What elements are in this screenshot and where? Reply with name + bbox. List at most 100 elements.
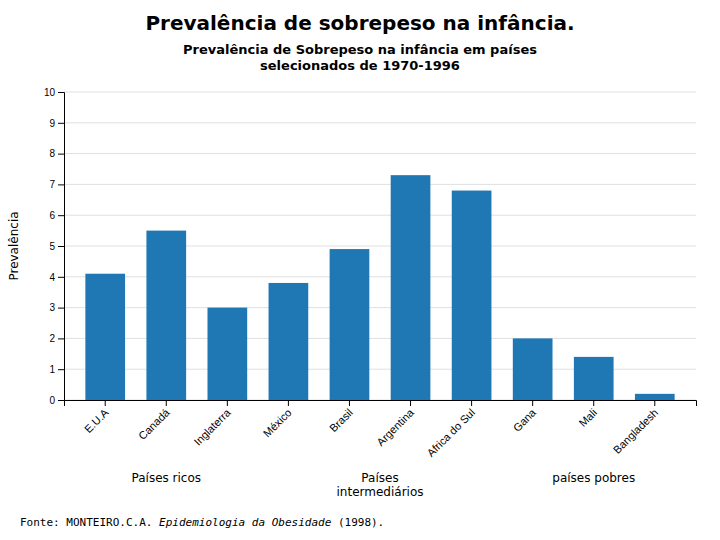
plot: 0 1 2 3 4 5 6 7 8 9 10 E.U.A Canadá Inglaterra México B… xyxy=(44,87,697,459)
tick: Africa do Sul xyxy=(424,400,477,459)
tick: 8 xyxy=(49,148,64,159)
tick: Inglaterra xyxy=(191,400,233,448)
grid-line xyxy=(64,215,696,216)
tick: Bangladesh xyxy=(611,400,661,456)
tick-label: 3 xyxy=(49,302,55,313)
tick-mark xyxy=(58,92,64,93)
tick-label: 0 xyxy=(49,395,55,406)
bar xyxy=(635,394,675,400)
tick: 5 xyxy=(49,241,64,252)
tick-label: Canadá xyxy=(136,406,172,442)
tick-mark xyxy=(410,400,411,406)
tick: México xyxy=(261,400,294,439)
tick-mark xyxy=(227,400,228,406)
group-label-line: intermediários xyxy=(337,485,424,499)
title: Prevalência de sobrepeso na infância. xyxy=(145,11,574,35)
group-label: Paísesintermediários xyxy=(337,471,424,499)
tick-mark xyxy=(532,400,533,406)
axis-domain xyxy=(58,93,65,401)
tick: Argentina xyxy=(374,400,416,448)
bar xyxy=(269,283,309,400)
footnote-part: (1998). xyxy=(331,516,384,529)
tick: 6 xyxy=(49,210,64,221)
y-axis-label: Prevalência xyxy=(7,211,21,280)
tick: Canadá xyxy=(136,400,172,442)
tick: 1 xyxy=(49,364,64,375)
tick-label: 4 xyxy=(49,272,55,283)
grid-line xyxy=(64,92,696,93)
tick-label: 9 xyxy=(49,118,55,129)
tick-mark xyxy=(58,215,64,216)
grid xyxy=(64,92,696,400)
tick: E.U.A xyxy=(82,400,111,435)
chart: Prevalência de sobrepeso na infância. Pre… xyxy=(0,0,720,540)
tick-label: México xyxy=(261,406,294,439)
tick: Mali xyxy=(576,400,599,429)
axis-domain xyxy=(65,401,697,407)
tick-label: Gana xyxy=(511,406,539,434)
bar xyxy=(146,231,186,400)
footnote-part: Fonte: MONTEIRO.C.A. xyxy=(20,516,159,529)
tick-mark xyxy=(654,400,655,406)
tick: 3 xyxy=(49,302,64,313)
tick-mark xyxy=(471,400,472,406)
tick-mark xyxy=(105,400,106,406)
tick-label: Argentina xyxy=(374,406,416,448)
tick-label: Africa do Sul xyxy=(424,406,477,459)
footnote-part: Epidemiologia da Obesidade xyxy=(159,516,332,529)
tick-mark xyxy=(58,400,64,401)
tick: 9 xyxy=(49,118,64,129)
tick-label: 5 xyxy=(49,241,55,252)
tick-label: Inglaterra xyxy=(191,406,233,448)
tick: 10 xyxy=(44,87,64,98)
tick-label: 2 xyxy=(49,333,55,344)
tick: Brasil xyxy=(327,400,355,434)
tick-label: Brasil xyxy=(327,406,355,434)
group-label-line: Países ricos xyxy=(132,471,202,485)
group-label: países pobres xyxy=(552,471,635,485)
tick-mark xyxy=(58,246,64,247)
tick-mark xyxy=(166,400,167,406)
tick-mark xyxy=(593,400,594,406)
tick: Gana xyxy=(511,400,539,434)
bar xyxy=(574,357,614,400)
tick-mark xyxy=(58,308,64,309)
tick-mark xyxy=(58,277,64,278)
grid-line xyxy=(64,122,696,123)
tick-label: 7 xyxy=(49,179,55,190)
grid-line xyxy=(64,153,696,154)
grid-line xyxy=(64,184,696,185)
subtitle: selecionados de 1970-1996 xyxy=(260,58,460,73)
y-axis: 0 1 2 3 4 5 6 7 8 9 10 xyxy=(44,87,65,406)
footnote: Fonte: MONTEIRO.C.A. Epidemiologia da Ob… xyxy=(20,516,384,529)
tick-label: Bangladesh xyxy=(611,406,661,456)
tick-mark xyxy=(288,400,289,406)
bar xyxy=(207,308,247,400)
tick: 0 xyxy=(49,395,64,406)
tick-mark xyxy=(58,154,64,155)
bar xyxy=(391,175,431,400)
tick: 7 xyxy=(49,179,64,190)
x-axis: E.U.A Canadá Inglaterra México Brasil Argenti… xyxy=(65,400,697,459)
bars xyxy=(85,175,674,400)
tick: 4 xyxy=(49,272,64,283)
group-label-line: Países xyxy=(361,471,398,485)
tick: 2 xyxy=(49,333,64,344)
tick-label: 10 xyxy=(44,87,56,98)
tick-mark xyxy=(58,369,64,370)
tick-mark xyxy=(349,400,350,406)
tick-mark xyxy=(58,184,64,185)
tick-label: E.U.A xyxy=(82,406,111,435)
bar xyxy=(452,191,492,400)
group-label-line: países pobres xyxy=(552,471,635,485)
tick-label: 8 xyxy=(49,148,55,159)
group-label: Países ricos xyxy=(132,471,202,485)
tick-label: 1 xyxy=(49,364,55,375)
bar xyxy=(330,249,370,400)
tick-label: Mali xyxy=(576,406,599,429)
subtitle: Prevalência de Sobrepeso na infância em … xyxy=(183,42,537,57)
tick-label: 6 xyxy=(49,210,55,221)
bar xyxy=(85,274,125,400)
tick-mark xyxy=(58,123,64,124)
tick-mark xyxy=(58,338,64,339)
